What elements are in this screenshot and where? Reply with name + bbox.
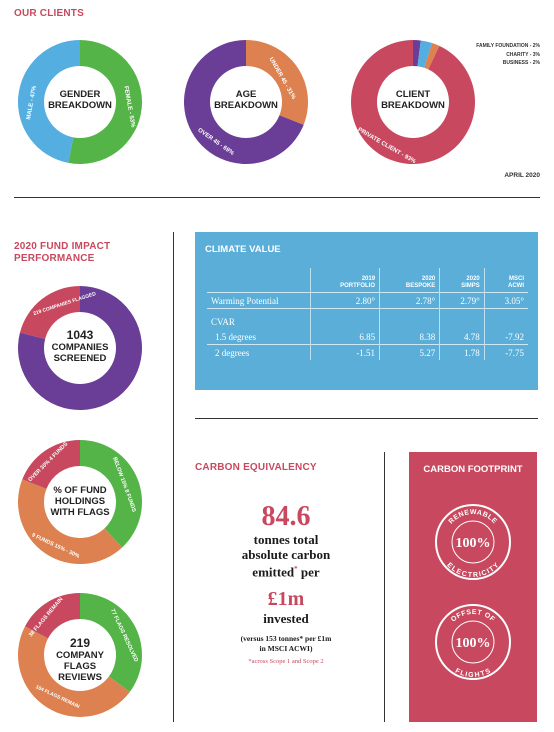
donut-segment-family bbox=[413, 40, 421, 67]
col-header-simps: 2020 SIMPS bbox=[439, 268, 485, 293]
table-row: 2 degrees -1.51 5.27 1.78 -7.75 bbox=[207, 344, 528, 360]
climate-value-table: 2019 PORTFOLIO 2020 BESPOKE 2020 SIMPS MSCI… bbox=[207, 268, 528, 360]
donut-segment-remain bbox=[25, 593, 80, 639]
svg-text:RENEWABLE: RENEWABLE bbox=[448, 509, 498, 526]
donut-segment-over30 bbox=[22, 440, 80, 489]
donut-segment-male bbox=[18, 40, 80, 163]
legend-business: BUSINESS - 2% bbox=[502, 60, 540, 66]
svg-text:100%: 100% bbox=[456, 536, 491, 551]
reviews-donut-chart: 77 FLAGS RESOLVED 104 FLAGS REMAIN 38 FL… bbox=[18, 593, 142, 717]
age-breakdown-label: AGE BREAKDOWN bbox=[214, 89, 278, 111]
per-value: £1m bbox=[267, 588, 305, 611]
client-legend: FAMILY FOUNDATION - 2% CHARITY - 3% BUSI… bbox=[450, 42, 540, 68]
donut-segment-engagement bbox=[18, 626, 130, 717]
screened-donut-chart: 219 COMPANIES FLAGGED bbox=[17, 286, 143, 410]
donut-segment-female bbox=[68, 40, 142, 164]
footnote: *across Scope 1 and Scope 2 bbox=[248, 658, 324, 666]
col-header-msci: MSCI ACWI bbox=[483, 268, 528, 293]
gender-donut-chart: MALE - 47% FEMALE - 53% bbox=[18, 40, 142, 164]
svg-text:100%: 100% bbox=[456, 636, 491, 651]
column-divider bbox=[173, 232, 174, 722]
donut-segment-15-30 bbox=[18, 479, 123, 564]
table-row: Warming Potential 2.80° 2.78° 2.79° 3.05… bbox=[207, 292, 528, 309]
carbon-equivalency-heading: CARBON EQUIVALENCY bbox=[195, 462, 317, 473]
legend-charity: CHARITY - 3% bbox=[506, 51, 540, 58]
carbon-value: 84.6 bbox=[261, 501, 311, 532]
donut-segment-not-flagged bbox=[17, 286, 143, 410]
reviews-label: 219 COMPANY FLAGS REVIEWS bbox=[56, 636, 104, 683]
legend-family: FAMILY FOUNDATION - 2% bbox=[476, 43, 540, 49]
renewable-electricity-stamp: RENEWABLE ELECTRICITY 100% bbox=[435, 504, 511, 580]
screened-label: 1043 COMPANIES SCREENED bbox=[51, 328, 109, 364]
table-header-row: 2019 PORTFOLIO 2020 BESPOKE 2020 SIMPS MSCI… bbox=[207, 268, 528, 293]
col-header-portfolio: 2019 PORTFOLIO bbox=[309, 268, 380, 293]
col-header-bespoke: 2020 BESPOKE bbox=[379, 268, 440, 293]
section-divider bbox=[195, 418, 538, 419]
climate-value-panel: CLIMATE VALUE 2019 PORTFOLIO 2020 BESPOKE … bbox=[195, 232, 538, 390]
fund-impact-heading: 2020 FUND IMPACT PERFORMANCE bbox=[14, 241, 111, 264]
gender-breakdown-label: GENDER BREAKDOWN bbox=[48, 89, 112, 111]
holdings-donut-chart: BELOW 15% 8 FUNDS 9 FUNDS 15% - 30% OVER… bbox=[18, 440, 142, 564]
our-clients-heading: OUR CLIENTS bbox=[14, 8, 84, 19]
donut-segment-charity bbox=[417, 40, 433, 68]
carbon-footprint-panel: CARBON FOOTPRINT RENEWABLE ELECTRICITY 1… bbox=[409, 452, 537, 722]
svg-text:OFFSET OF: OFFSET OF bbox=[450, 609, 496, 624]
donut-segment-under45 bbox=[246, 40, 308, 125]
client-donut-chart: PRIVATE CLIENT - 93% bbox=[351, 40, 475, 166]
svg-text:FLIGHTS: FLIGHTS bbox=[454, 668, 492, 680]
table-row: CVAR bbox=[207, 308, 528, 329]
donut-segment-flagged bbox=[19, 286, 80, 340]
svg-text:ELECTRICITY: ELECTRICITY bbox=[445, 562, 500, 579]
carbon-footprint-title: CARBON FOOTPRINT bbox=[423, 464, 523, 475]
donut-segment-below15 bbox=[80, 440, 142, 548]
donut-segment-private bbox=[351, 40, 475, 164]
offset-flights-stamp: OFFSET OF FLIGHTS 100% bbox=[435, 604, 511, 680]
donut-segment-business bbox=[424, 43, 440, 70]
age-donut-chart: UNDER 45 - 31% OVER 45 - 69% bbox=[184, 40, 308, 164]
section-divider bbox=[14, 197, 540, 198]
climate-value-title: CLIMATE VALUE bbox=[205, 244, 281, 255]
report-date: APRIL 2020 bbox=[504, 172, 540, 179]
carbon-equivalency-body: 84.6 tonnes total absolute carbon emitte… bbox=[195, 462, 377, 666]
table-row: 1.5 degrees 6.85 8.38 4.78 -7.92 bbox=[207, 329, 528, 345]
donut-label-male: MALE - 47% bbox=[26, 85, 38, 121]
holdings-label: % OF FUND HOLDINGS WITH FLAGS bbox=[50, 485, 110, 518]
column-divider bbox=[384, 452, 385, 722]
donut-segment-resolved bbox=[80, 593, 142, 692]
donut-segment-over45 bbox=[184, 40, 304, 164]
client-breakdown-label: CLIENT BREAKDOWN bbox=[381, 89, 445, 111]
